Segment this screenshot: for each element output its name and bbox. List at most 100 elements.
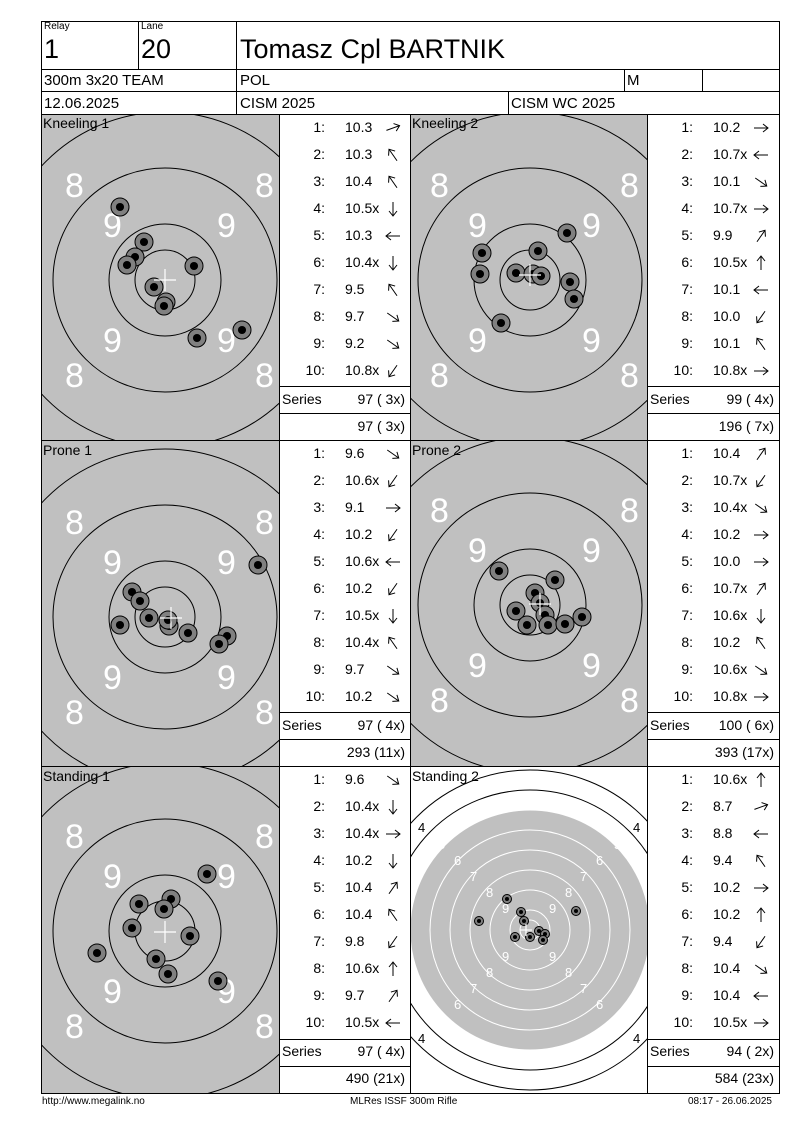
direction-arrow-icon <box>754 665 768 675</box>
shot-number: 8: <box>313 634 325 650</box>
target-ring <box>509 909 551 951</box>
shot-impact-center <box>522 620 532 630</box>
shot-number: 10: <box>305 362 325 378</box>
shot-number: 2: <box>681 146 693 162</box>
series-score-row: Series 99 ( 4x) <box>648 386 778 413</box>
shot-value: 10.7x <box>713 580 748 596</box>
ring-number: 9 <box>582 322 601 360</box>
series-score-row: Series 97 ( 3x) <box>280 386 409 413</box>
direction-arrow-icon <box>388 935 398 949</box>
target-ring <box>417 167 643 393</box>
shot-value: 10.3 <box>345 119 373 135</box>
shot-value: 10.6x <box>713 771 748 787</box>
target-ring <box>108 223 222 337</box>
shot-value: 10.0 <box>713 553 741 569</box>
shot-row: 5: 10.3 <box>281 222 400 249</box>
ring-number: 8 <box>430 167 449 205</box>
ring-number: 4 <box>633 1031 640 1046</box>
cumulative-total: 97 ( 3x) <box>357 418 405 434</box>
direction-arrow-icon <box>388 961 398 976</box>
shot-value: 10.5x <box>345 1014 380 1030</box>
target-4: 8 89 99 98 8 <box>411 441 647 766</box>
shot-number: 4: <box>313 526 325 542</box>
panel-title-prone-1: Prone 1 <box>43 442 93 458</box>
shot-impact-center <box>542 931 548 937</box>
direction-arrow-icon <box>754 964 768 974</box>
target-ring <box>411 809 647 1051</box>
direction-arrow-icon <box>386 123 401 132</box>
series-score: 97 ( 4x) <box>357 717 405 733</box>
shot-value: 9.4 <box>713 933 733 949</box>
shot-impact-center <box>494 566 504 576</box>
shot-row: 5: 10.0 <box>649 548 769 575</box>
shot-row: 2: 10.6x <box>281 467 398 494</box>
shot-number: 4: <box>313 852 325 868</box>
shot-impact-center <box>139 237 149 247</box>
ring-number: 8 <box>430 492 449 530</box>
shot-row: 3: 9.1 <box>281 494 401 521</box>
ring-number: 8 <box>255 167 274 205</box>
shot-row: 8: 10.0 <box>649 303 766 330</box>
ring-number: 6 <box>596 853 603 868</box>
target-background <box>42 767 279 1093</box>
cumulative-total: 196 ( 7x) <box>718 418 774 434</box>
shot-impact-center <box>135 596 145 606</box>
shot-impact-center <box>536 928 542 934</box>
shot-impact-center <box>512 934 518 940</box>
target-ring <box>429 829 631 1031</box>
shot-number: 1: <box>681 119 693 135</box>
shot-row: 9: 10.6x <box>649 656 768 683</box>
series-label: Series <box>282 1043 322 1059</box>
direction-arrow-icon <box>388 528 398 542</box>
direction-arrow-icon <box>756 609 766 624</box>
shot-row: 6: 10.2 <box>649 901 766 928</box>
footer-url[interactable]: http://www.megalink.no <box>42 1096 145 1107</box>
series-score: 94 ( 2x) <box>726 1043 774 1059</box>
target-ring <box>42 448 279 766</box>
series-label: Series <box>650 391 690 407</box>
shot-value: 10.4 <box>345 906 373 922</box>
shot-row: 3: 10.4x <box>281 820 401 847</box>
ring-number: 8 <box>65 694 84 732</box>
series-label: Series <box>282 391 322 407</box>
shot-row: 2: 10.4x <box>281 793 398 820</box>
shot-value: 9.5 <box>345 281 365 297</box>
shot-impact-center <box>521 918 527 924</box>
direction-arrow-icon <box>753 991 768 1001</box>
shot-number: 3: <box>681 499 693 515</box>
shot-number: 3: <box>681 825 693 841</box>
ring-number: 8 <box>565 885 572 900</box>
ring-number: 5 <box>438 1015 445 1030</box>
shot-number: 1: <box>313 771 325 787</box>
shot-value: 10.7x <box>713 472 748 488</box>
shot-number: 3: <box>313 173 325 189</box>
shot-impact-center <box>475 269 485 279</box>
shot-value: 10.5x <box>345 607 380 623</box>
shot-number: 10: <box>673 688 693 704</box>
shot-impact-center <box>127 923 137 933</box>
panel-title-standing-2: Standing 2 <box>412 768 479 784</box>
shot-value: 10.6x <box>345 472 380 488</box>
ring-number: 9 <box>468 532 487 570</box>
shot-number: 9: <box>681 661 693 677</box>
shot-value: 9.9 <box>713 227 733 243</box>
direction-arrow-icon <box>754 692 769 702</box>
target-ring <box>411 769 647 1091</box>
footer-system: MLRes ISSF 300m Rifle <box>350 1096 458 1107</box>
shot-number: 1: <box>313 445 325 461</box>
direction-arrow-icon <box>756 582 766 596</box>
shot-number: 5: <box>313 227 325 243</box>
direction-arrow-icon <box>386 692 400 702</box>
shot-row: 4: 10.7x <box>649 195 769 222</box>
direction-arrow-icon <box>388 800 398 815</box>
direction-arrow-icon <box>388 283 398 297</box>
shot-number: 1: <box>681 445 693 461</box>
ring-number: 5 <box>614 837 621 852</box>
shot-number: 3: <box>313 825 325 841</box>
shot-row: 4: 9.4 <box>649 847 766 874</box>
shot-impact-center <box>134 899 144 909</box>
direction-arrow-icon <box>756 907 766 922</box>
target-background <box>42 115 279 440</box>
ring-number: 8 <box>65 818 84 856</box>
shot-value: 10.3 <box>345 227 373 243</box>
